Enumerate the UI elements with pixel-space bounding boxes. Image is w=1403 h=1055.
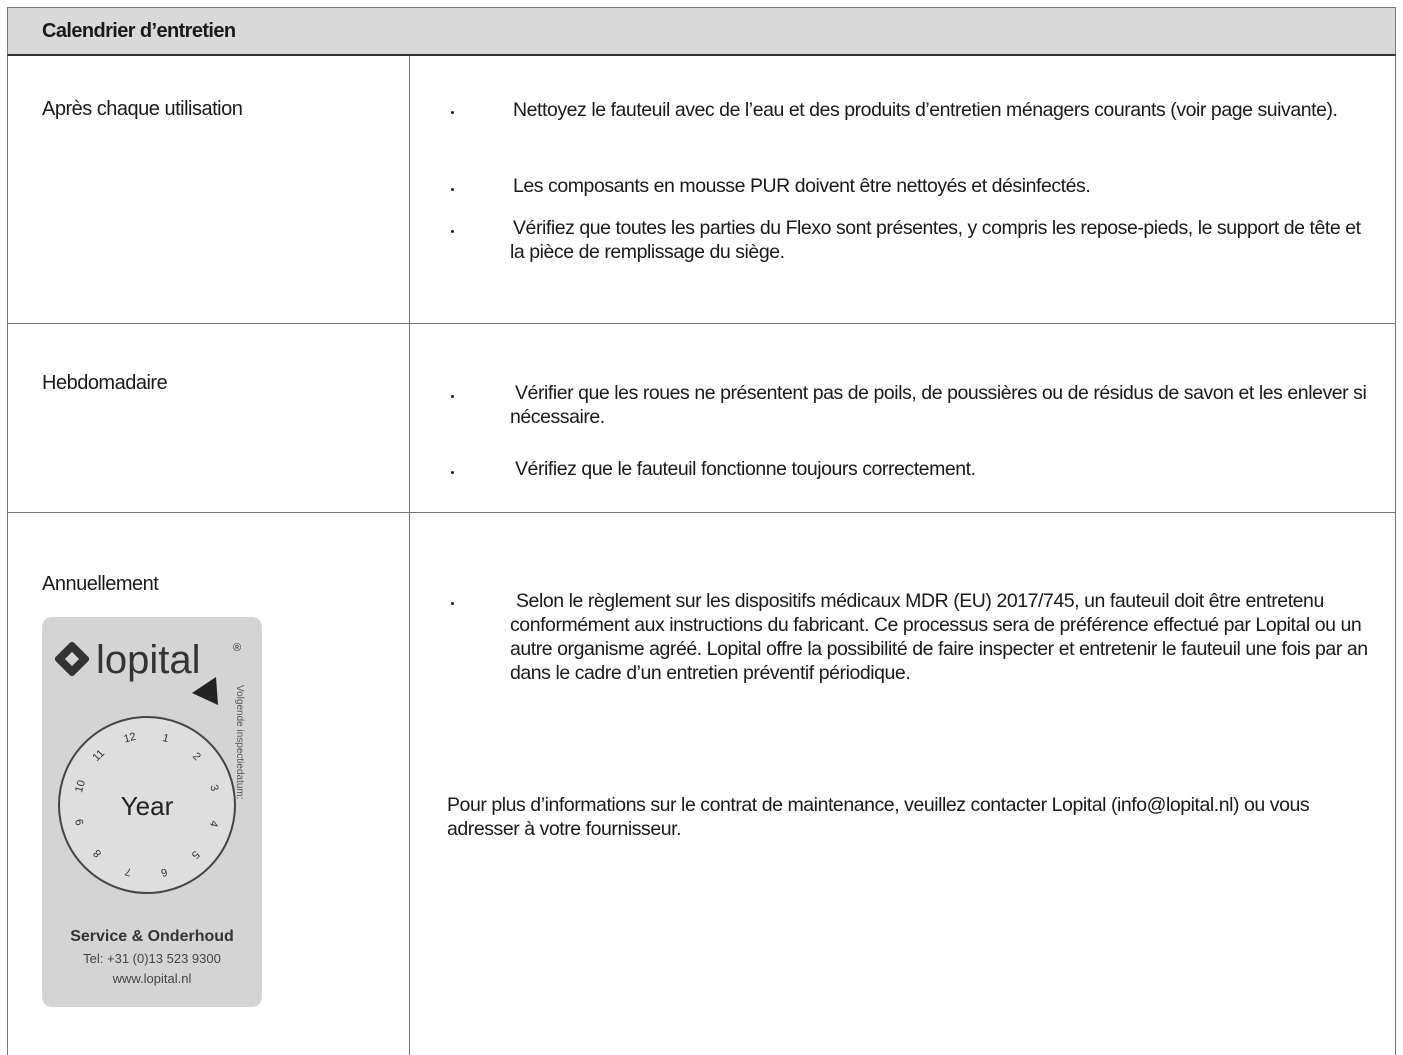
row-divider	[7, 512, 1396, 513]
clock-dial	[58, 716, 236, 894]
clock-number: 3	[207, 783, 220, 792]
bullet	[451, 230, 454, 233]
border	[7, 56, 8, 1055]
clock-number: 7	[124, 865, 133, 878]
list-item: Les composants en mousse PUR doivent êtr…	[513, 175, 1091, 197]
list-item: Nettoyez le fauteuil avec de l’eau et de…	[513, 99, 1338, 121]
column-divider	[409, 56, 410, 1055]
border	[1395, 56, 1396, 1055]
bullet	[451, 602, 454, 605]
logo-icon	[54, 641, 90, 677]
bullet	[451, 395, 454, 398]
header-bar: Calendrier d’entretien	[7, 7, 1396, 56]
website-text: www.lopital.nl	[112, 971, 192, 986]
row-divider	[7, 323, 1396, 324]
bullet	[451, 471, 454, 474]
clock-number: 10	[73, 779, 88, 794]
clock-number: 4	[207, 819, 220, 828]
list-item: Vérifiez que toutes les parties du Flexo…	[510, 217, 1361, 263]
row-label: Annuellement	[42, 573, 159, 595]
clock-number: 12	[123, 731, 138, 746]
list-item: Selon le règlement sur les dispositifs m…	[510, 590, 1368, 684]
clock-label: Year	[121, 791, 174, 821]
table-title: Calendrier d’entretien	[42, 20, 236, 42]
service-sticker: lopital ® Year Volgende inspectiedatum: …	[42, 617, 262, 1007]
clock-number: 6	[160, 865, 169, 878]
logo-text: lopital	[96, 638, 201, 682]
note: Pour plus d’informations sur le contrat …	[447, 794, 1310, 840]
bullet	[451, 188, 454, 191]
side-text: Volgende inspectiedatum:	[234, 685, 245, 800]
clock-number: 1	[161, 732, 170, 745]
row-label: Après chaque utilisation	[42, 98, 243, 120]
arrow	[192, 677, 218, 705]
row-label: Hebdomadaire	[42, 372, 168, 394]
bullet	[451, 111, 454, 114]
clock-number: 9	[74, 818, 87, 827]
logo-mark: ®	[233, 642, 241, 654]
list-item: Vérifiez que le fauteuil fonctionne touj…	[515, 458, 976, 480]
phone-text: Tel: +31 (0)13 523 9300	[83, 951, 221, 966]
list-item: Vérifier que les roues ne présentent pas…	[510, 382, 1367, 428]
service-text: Service & Onderhoud	[70, 928, 234, 945]
